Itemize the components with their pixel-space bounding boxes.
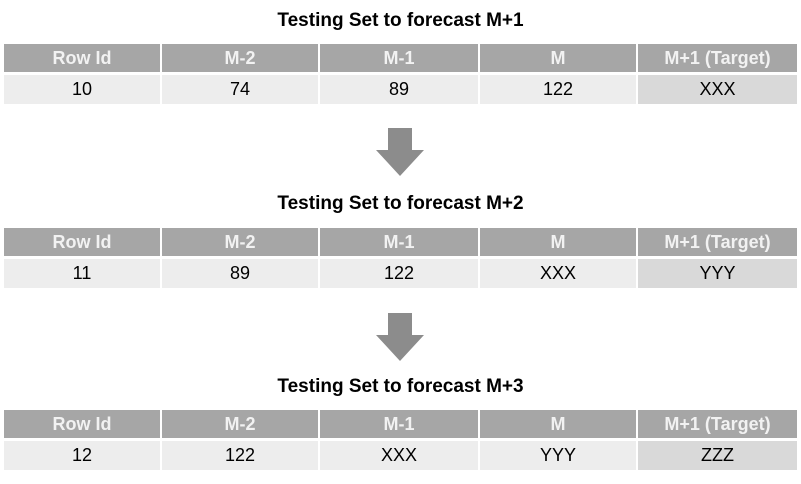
column-header: M [480,44,636,72]
table-cell: 11 [4,259,160,288]
table-row: 12 122 XXX YYY ZZZ [4,441,797,470]
column-header: M-1 [320,410,478,438]
table-cell: 89 [162,259,318,288]
table-cell: 122 [162,441,318,470]
testing-set-table: Row Id M-2 M-1 M M+1 (Target) 11 89 122 XXX YYY [4,228,797,291]
table-cell: YYY [480,441,636,470]
arrow-down-icon [376,313,424,361]
header-row: Row Id M-2 M-1 M M+1 (Target) [4,410,797,438]
table-title: Testing Set to forecast M+2 [277,193,524,214]
table-cell: 10 [4,75,160,104]
table-cell: 122 [320,259,478,288]
table-title: Testing Set to forecast M+3 [277,376,524,397]
table-cell: 89 [320,75,478,104]
testing-set-table: Row Id M-2 M-1 M M+1 (Target) 10 74 89 122 XXX [4,44,797,107]
column-header: M+1 (Target) [638,410,797,438]
header-row: Row Id M-2 M-1 M M+1 (Target) [4,228,797,256]
header-row: Row Id M-2 M-1 M M+1 (Target) [4,44,797,72]
target-cell: YYY [638,259,797,288]
target-cell: XXX [638,75,797,104]
column-header: M-1 [320,228,478,256]
table-cell: XXX [320,441,478,470]
column-header: Row Id [4,44,160,72]
table-cell: 122 [480,75,636,104]
table-title: Testing Set to forecast M+1 [277,10,524,31]
arrow-down-icon [376,128,424,176]
table-cell: 74 [162,75,318,104]
column-header: M [480,410,636,438]
column-header: Row Id [4,228,160,256]
column-header: M+1 (Target) [638,44,797,72]
column-header: M [480,228,636,256]
table-cell: 12 [4,441,160,470]
column-header: M+1 (Target) [638,228,797,256]
table-row: 10 74 89 122 XXX [4,75,797,104]
table-cell: XXX [480,259,636,288]
column-header: Row Id [4,410,160,438]
testing-set-table: Row Id M-2 M-1 M M+1 (Target) 12 122 XXX YYY ZZZ [4,410,797,473]
column-header: M-2 [162,410,318,438]
target-cell: ZZZ [638,441,797,470]
column-header: M-2 [162,228,318,256]
column-header: M-1 [320,44,478,72]
table-row: 11 89 122 XXX YYY [4,259,797,288]
column-header: M-2 [162,44,318,72]
